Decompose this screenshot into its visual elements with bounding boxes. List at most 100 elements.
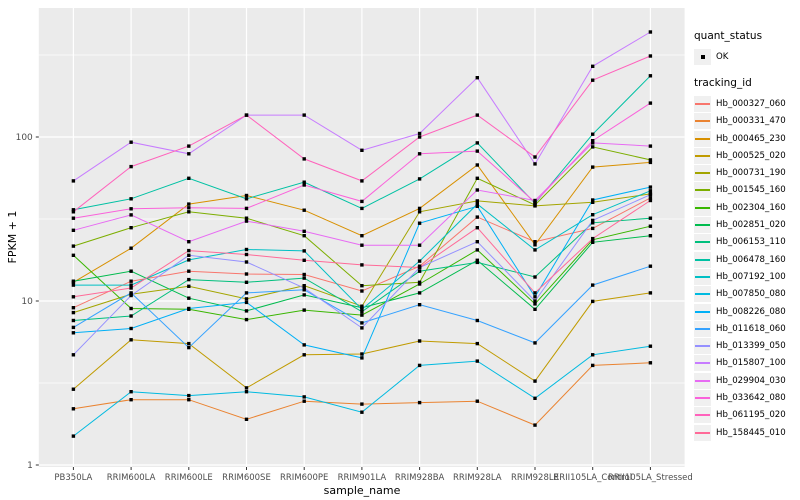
data-point — [302, 113, 306, 117]
x-tick-label: RRIM600SE — [222, 473, 271, 483]
data-point — [187, 393, 191, 398]
legend-item: Hb_029904_030 — [694, 372, 798, 389]
data-point — [244, 309, 249, 313]
data-point — [129, 207, 133, 211]
data-point — [129, 314, 133, 318]
legend-key-box — [694, 217, 711, 234]
legend-item-label: Hb_029904_030 — [716, 375, 786, 386]
x-tick-label: RRII105LA_Stressed — [608, 473, 693, 483]
legend-line-swatch — [695, 102, 710, 105]
data-point — [591, 218, 595, 223]
data-point — [360, 206, 364, 211]
y-tick-label: 100 — [16, 133, 33, 143]
legend-item: Hb_006478_160 — [694, 251, 798, 268]
legend: quant_status OK tracking_id Hb_000327_06… — [694, 30, 798, 441]
legend-item-label: Hb_001545_160 — [716, 185, 786, 196]
data-point — [360, 356, 364, 360]
data-point — [71, 228, 76, 232]
data-point — [591, 200, 595, 204]
legend-item: Hb_061195_020 — [694, 407, 798, 424]
data-point — [71, 325, 76, 330]
data-point — [417, 259, 422, 263]
data-point — [591, 132, 595, 136]
data-point — [71, 434, 76, 438]
data-point — [533, 162, 537, 166]
legend-item: Hb_002304_160 — [694, 199, 798, 216]
data-point — [591, 283, 595, 287]
legend-item-label: OK — [716, 51, 729, 62]
data-point — [648, 160, 653, 165]
data-point — [244, 197, 249, 201]
data-point — [475, 188, 479, 192]
legend-title-quant-status: quant_status — [694, 30, 763, 42]
legend-item: Hb_001545_160 — [694, 182, 798, 199]
data-point — [71, 353, 76, 357]
legend-item-label: Hb_000331_470 — [716, 116, 786, 127]
data-point — [533, 302, 537, 306]
legend-item: Hb_000525_020 — [694, 147, 798, 164]
data-point — [187, 152, 191, 156]
legend-line-swatch — [695, 431, 710, 434]
data-point — [71, 179, 76, 183]
data-point — [533, 240, 537, 244]
data-point — [302, 399, 306, 403]
legend-line-swatch — [695, 154, 710, 157]
data-point — [129, 269, 133, 273]
data-point — [417, 221, 422, 225]
data-point — [302, 353, 306, 357]
data-point — [360, 234, 364, 238]
legend-key-box — [694, 165, 711, 182]
data-point — [648, 144, 653, 148]
data-point — [187, 341, 191, 346]
data-point — [648, 291, 653, 295]
data-point — [533, 379, 537, 383]
legend-key-box — [694, 199, 711, 216]
data-point — [302, 308, 306, 312]
legend-key-box — [694, 182, 711, 199]
data-point — [244, 291, 249, 295]
data-point — [302, 249, 306, 253]
data-point — [71, 331, 76, 335]
data-point — [648, 344, 653, 348]
data-point — [244, 300, 249, 305]
data-point — [302, 272, 306, 277]
data-point — [591, 299, 595, 304]
data-point — [129, 390, 133, 394]
data-point — [648, 158, 653, 162]
data-point — [302, 343, 306, 347]
legend-line-swatch — [695, 396, 710, 399]
data-point — [360, 263, 364, 267]
data-point — [648, 264, 653, 268]
data-point — [302, 183, 306, 187]
data-point — [533, 275, 537, 279]
legend-item-label: Hb_008226_080 — [716, 306, 786, 317]
data-point — [129, 291, 133, 295]
x-tick-label: RRIM600PE — [280, 473, 328, 483]
data-point — [244, 386, 249, 390]
data-point — [302, 276, 306, 280]
x-tick-label: RRIM901LA — [338, 473, 387, 483]
legend-tracking-list: Hb_000327_060 Hb_000331_470 Hb_000465_230 H… — [694, 95, 798, 441]
legend-line-swatch — [695, 241, 710, 244]
data-point — [71, 208, 76, 212]
data-point — [360, 289, 364, 293]
legend-line-swatch — [695, 275, 710, 278]
legend-item: Hb_000331_470 — [694, 113, 798, 130]
legend-line-swatch — [695, 172, 710, 175]
data-point — [360, 313, 364, 317]
data-point — [129, 213, 133, 217]
legend-key-box — [694, 338, 711, 355]
data-point — [475, 199, 479, 203]
data-point — [129, 398, 133, 402]
data-point — [360, 179, 364, 183]
data-point — [360, 321, 364, 325]
data-point — [129, 306, 133, 311]
data-point — [417, 282, 422, 286]
data-point — [591, 145, 595, 149]
data-point — [244, 317, 249, 322]
legend-key-box — [694, 268, 711, 285]
data-point — [187, 284, 191, 288]
legend-line-swatch — [695, 362, 710, 365]
